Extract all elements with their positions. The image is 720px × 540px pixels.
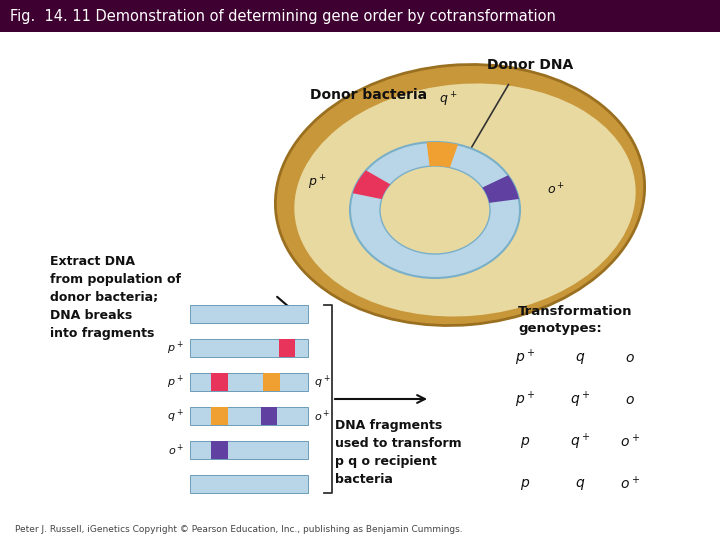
Bar xyxy=(190,305,308,323)
Text: Donor bacteria: Donor bacteria xyxy=(310,88,427,102)
Bar xyxy=(0,0,720,32)
Bar xyxy=(190,373,308,391)
Ellipse shape xyxy=(294,84,636,316)
Bar xyxy=(279,339,295,357)
Text: $p^+$: $p^+$ xyxy=(167,339,184,356)
Text: $q^+$: $q^+$ xyxy=(570,390,590,410)
Text: $q^+$: $q^+$ xyxy=(439,91,458,110)
Bar xyxy=(190,339,308,357)
Text: $p$: $p$ xyxy=(520,476,530,491)
Text: $p^+$: $p^+$ xyxy=(515,390,535,410)
Text: $o^+$: $o^+$ xyxy=(620,433,640,451)
Text: Transformation
genotypes:: Transformation genotypes: xyxy=(518,305,632,335)
Text: $o^+$: $o^+$ xyxy=(314,408,330,424)
Text: $p^+$: $p^+$ xyxy=(515,348,535,368)
Text: Peter J. Russell, iGenetics Copyright © Pearson Education, Inc., publishing as B: Peter J. Russell, iGenetics Copyright © … xyxy=(15,525,463,535)
Text: $o$: $o$ xyxy=(625,351,635,365)
Bar xyxy=(211,373,228,391)
Text: $p^+$: $p^+$ xyxy=(167,373,184,390)
Polygon shape xyxy=(482,176,519,203)
Ellipse shape xyxy=(380,166,490,254)
Bar xyxy=(211,407,228,425)
Text: $q^+$: $q^+$ xyxy=(570,432,590,452)
Text: Donor DNA: Donor DNA xyxy=(487,58,573,72)
Text: $o^+$: $o^+$ xyxy=(168,442,184,458)
Bar xyxy=(261,407,277,425)
Polygon shape xyxy=(427,142,458,167)
Bar xyxy=(211,441,228,459)
Text: $o$: $o$ xyxy=(625,393,635,407)
Text: DNA fragments
used to transform
p q o recipient
bacteria: DNA fragments used to transform p q o re… xyxy=(335,419,462,486)
Text: $q$: $q$ xyxy=(575,350,585,366)
Text: $q^+$: $q^+$ xyxy=(314,373,330,390)
Text: Extract DNA
from population of
donor bacteria;
DNA breaks
into fragments: Extract DNA from population of donor bac… xyxy=(50,255,181,340)
Polygon shape xyxy=(353,170,390,199)
Ellipse shape xyxy=(275,64,644,326)
Text: Fig.  14. 11 Demonstration of determining gene order by cotransformation: Fig. 14. 11 Demonstration of determining… xyxy=(10,9,556,24)
Text: $o^+$: $o^+$ xyxy=(620,475,640,492)
Text: $p$: $p$ xyxy=(520,435,530,449)
Text: $q$: $q$ xyxy=(575,476,585,491)
Text: $o^+$: $o^+$ xyxy=(547,183,565,198)
Bar xyxy=(190,475,308,493)
Text: $q^+$: $q^+$ xyxy=(167,407,184,424)
Bar xyxy=(264,373,279,391)
Text: $p^+$: $p^+$ xyxy=(308,174,327,192)
Ellipse shape xyxy=(350,142,520,278)
Bar xyxy=(190,407,308,425)
Bar xyxy=(190,441,308,459)
